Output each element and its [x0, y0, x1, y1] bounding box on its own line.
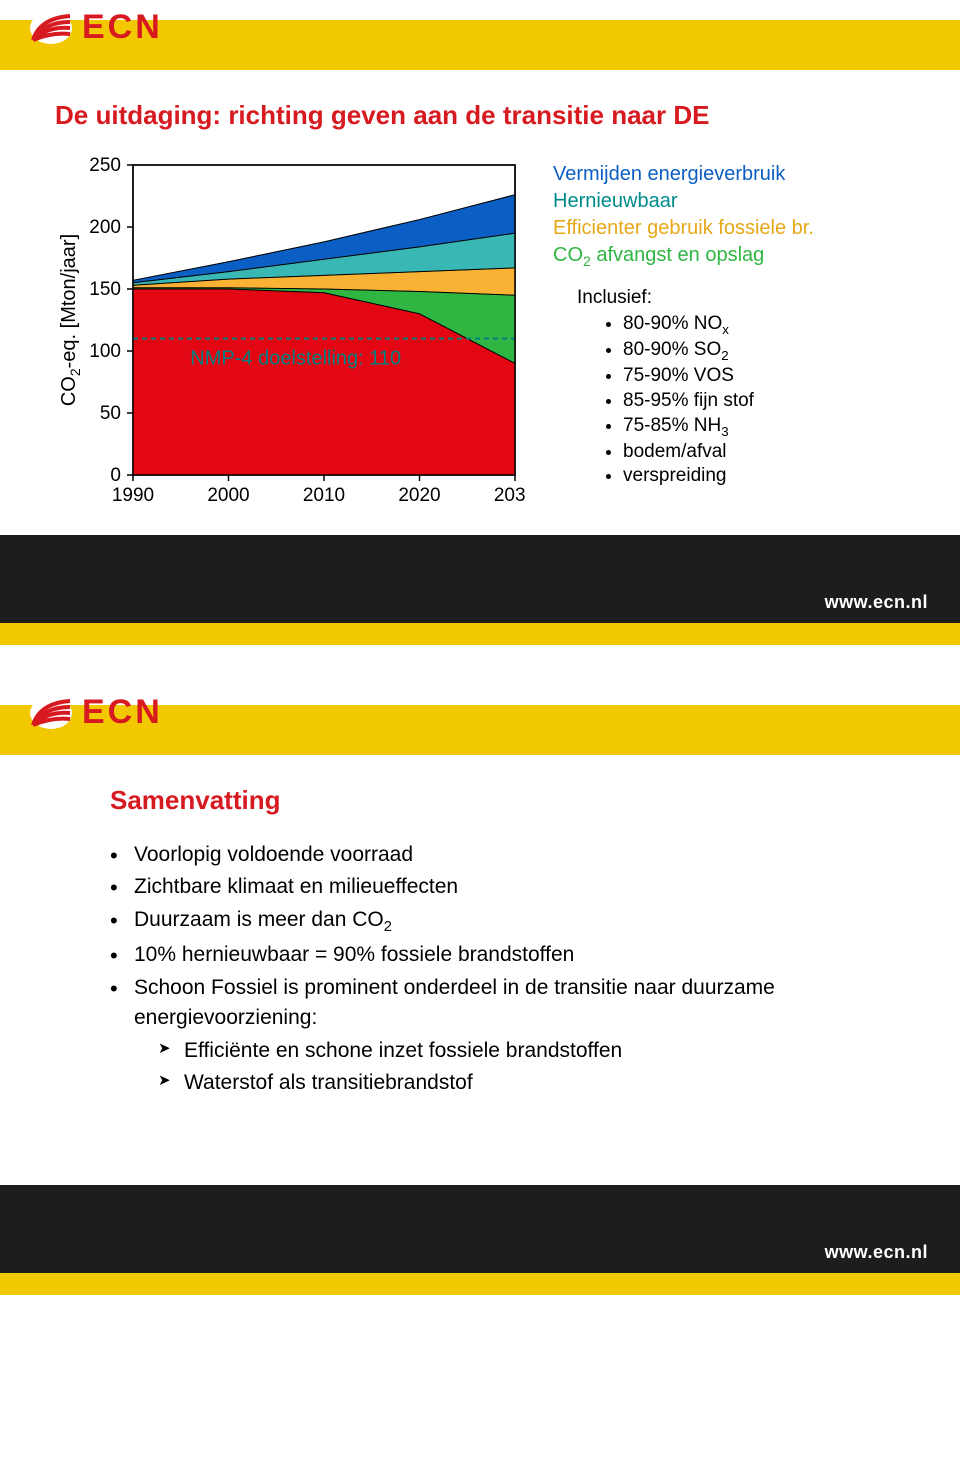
svg-text:0: 0 — [110, 465, 121, 486]
svg-text:2010: 2010 — [303, 485, 345, 506]
svg-text:250: 250 — [89, 155, 121, 176]
slide-1: ECN De uitdaging: richting geven aan de … — [0, 0, 960, 645]
slide-content: De uitdaging: richting geven aan de tran… — [0, 80, 960, 535]
inclusief-item: 75-85% NH3 — [623, 414, 814, 440]
inclusief-block: Inclusief: 80-90% NOx80-90% SO275-90% VO… — [553, 287, 814, 489]
logo-mark-icon — [30, 12, 72, 44]
slide-title: Samenvatting — [110, 785, 905, 816]
slide-2: ECN Samenvatting Voorlopig voldoende voo… — [0, 685, 960, 1295]
svg-text:150: 150 — [89, 279, 121, 300]
legend-item: CO2 afvangst en opslag — [553, 244, 814, 269]
footer-band: www.ecn.nl — [0, 1185, 960, 1295]
chart-row: NMP-4 doelstelling: 110 0 50 100 150 200 250 19… — [55, 155, 905, 515]
logo: ECN — [30, 693, 163, 732]
chart-container: NMP-4 doelstelling: 110 0 50 100 150 200 250 19… — [55, 155, 525, 515]
inclusief-item: 80-90% NOx — [623, 312, 814, 338]
svg-text:1990: 1990 — [112, 485, 154, 506]
footer-url: www.ecn.nl — [825, 1242, 928, 1263]
sub-bullet-item: Waterstof als transitiebrandstof — [158, 1068, 905, 1098]
inclusief-list: 80-90% NOx80-90% SO275-90% VOS85-95% fij… — [623, 312, 814, 489]
logo-text: ECN — [82, 8, 163, 47]
area-chart: NMP-4 doelstelling: 110 0 50 100 150 200 250 19… — [55, 155, 525, 515]
bullet-item: 10% hernieuwbaar = 90% fossiele brandsto… — [110, 940, 905, 970]
footer-url: www.ecn.nl — [825, 592, 928, 613]
svg-text:100: 100 — [89, 341, 121, 362]
logo-text: ECN — [82, 693, 163, 732]
legend-item: Efficienter gebruik fossiele br. — [553, 217, 814, 240]
svg-text:2020: 2020 — [398, 485, 440, 506]
logo: ECN — [30, 8, 163, 47]
legend-item: Vermijden energieverbruik — [553, 163, 814, 186]
svg-text:200: 200 — [89, 217, 121, 238]
header: ECN — [0, 0, 960, 80]
svg-text:CO2-eq. [Mton/jaar]: CO2-eq. [Mton/jaar] — [58, 234, 83, 406]
svg-text:NMP-4 doelstelling: 110: NMP-4 doelstelling: 110 — [190, 348, 401, 370]
inclusief-item: 75-90% VOS — [623, 364, 814, 389]
bullet-item: Voorlopig voldoende voorraad — [110, 840, 905, 870]
inclusief-item: 85-95% fijn stof — [623, 389, 814, 414]
inclusief-item: 80-90% SO2 — [623, 338, 814, 364]
footer-band: www.ecn.nl — [0, 535, 960, 645]
legend-item: Hernieuwbaar — [553, 190, 814, 213]
bullet-item: Zichtbare klimaat en milieueffecten — [110, 872, 905, 902]
bullet-list: Voorlopig voldoende voorraadZichtbare kl… — [110, 840, 905, 1099]
slide-content: Samenvatting Voorlopig voldoende voorraa… — [0, 765, 960, 1185]
svg-text:2000: 2000 — [207, 485, 249, 506]
logo-mark-icon — [30, 697, 72, 729]
bullet-item: Schoon Fossiel is prominent onderdeel in… — [110, 973, 905, 1099]
header: ECN — [0, 685, 960, 765]
slide-title: De uitdaging: richting geven aan de tran… — [55, 100, 905, 131]
legend: Vermijden energieverbruik Hernieuwbaar Eff… — [553, 155, 814, 489]
svg-text:50: 50 — [100, 403, 121, 424]
inclusief-header: Inclusief: — [577, 287, 814, 309]
inclusief-item: verspreiding — [623, 464, 814, 489]
bullet-item: Duurzaam is meer dan CO2 — [110, 905, 905, 939]
svg-text:2030: 2030 — [494, 485, 525, 506]
inclusief-item: bodem/afval — [623, 440, 814, 465]
sub-bullet-item: Efficiënte en schone inzet fossiele bran… — [158, 1036, 905, 1066]
